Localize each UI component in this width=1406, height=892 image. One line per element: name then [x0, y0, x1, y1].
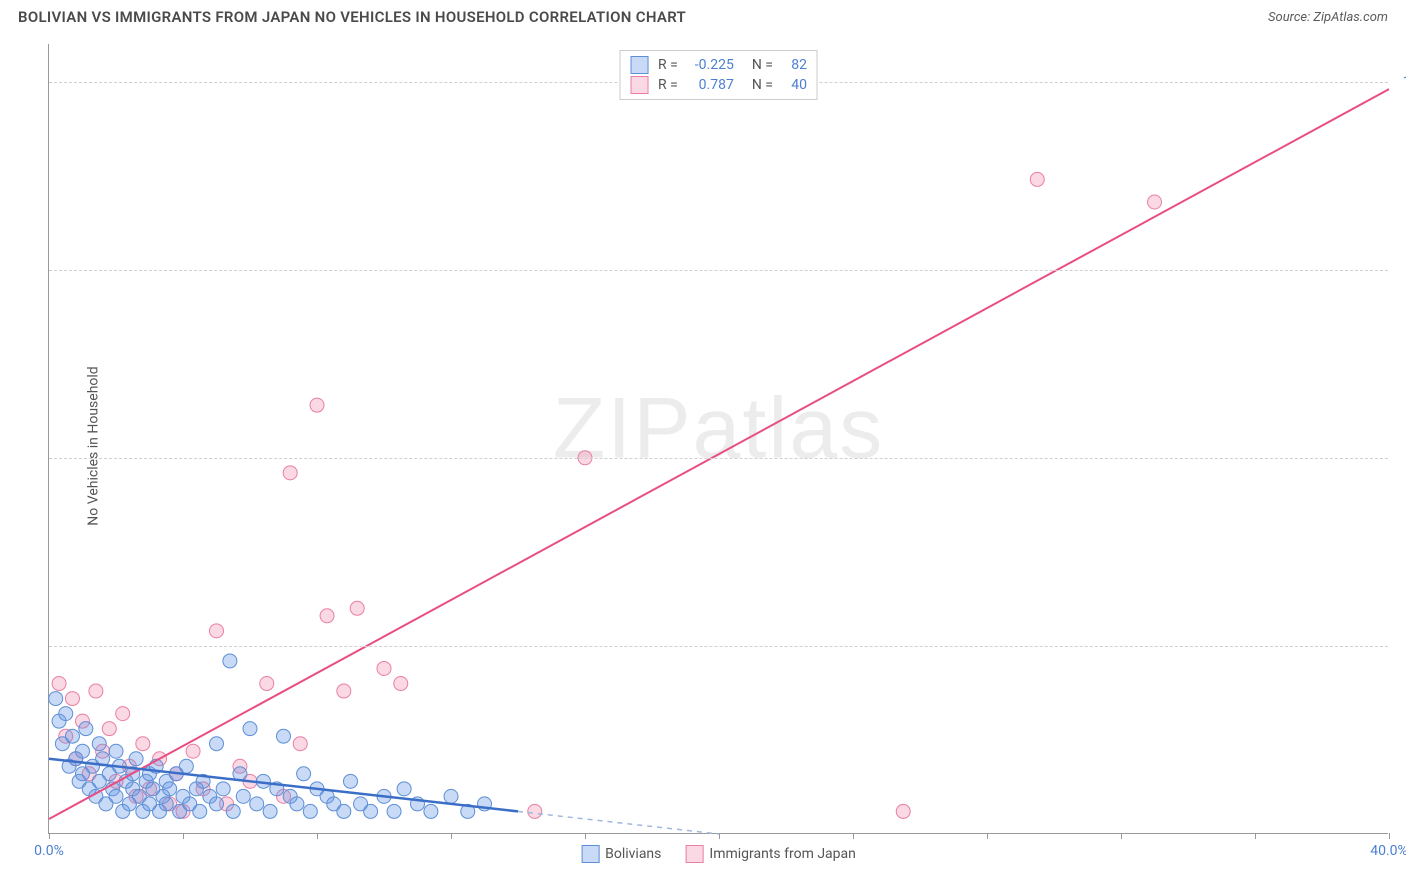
x-tick — [1255, 833, 1256, 839]
x-tick — [1389, 833, 1390, 839]
x-tick-label: 40.0% — [1370, 843, 1406, 859]
x-tick — [1121, 833, 1122, 839]
y-tick-label: 100.0% — [1403, 74, 1406, 90]
chart-plot-area: ZIPatlas R =-0.225N =82R =0.787N =40 Bol… — [48, 44, 1388, 834]
legend-series-label: Bolivians — [605, 846, 661, 862]
gridline-h — [49, 458, 1388, 459]
gridline-h — [49, 270, 1388, 271]
x-tick — [987, 833, 988, 839]
x-tick — [719, 833, 720, 839]
scatter-svg — [49, 44, 1388, 833]
x-tick — [585, 833, 586, 839]
legend-series: Bolivians Immigrants from Japan — [581, 845, 856, 863]
x-tick — [49, 833, 50, 839]
legend-series-item: Bolivians — [581, 845, 661, 863]
x-tick — [451, 833, 452, 839]
legend-swatch — [581, 845, 599, 863]
legend-correlation-box: R =-0.225N =82R =0.787N =40 — [619, 50, 818, 100]
x-tick-label: 0.0% — [34, 843, 64, 859]
chart-source: Source: ZipAtlas.com — [1268, 10, 1388, 25]
x-tick — [183, 833, 184, 839]
legend-swatch — [630, 76, 648, 94]
gridline-h — [49, 646, 1388, 647]
legend-series-label: Immigrants from Japan — [709, 846, 855, 862]
x-tick — [317, 833, 318, 839]
legend-swatch — [630, 56, 648, 74]
legend-swatch — [685, 845, 703, 863]
legend-stat-row: R =0.787N =40 — [630, 75, 807, 95]
chart-title: BOLIVIAN VS IMMIGRANTS FROM JAPAN NO VEH… — [18, 8, 686, 26]
legend-series-item: Immigrants from Japan — [685, 845, 855, 863]
x-tick — [853, 833, 854, 839]
legend-stat-row: R =-0.225N =82 — [630, 55, 807, 75]
